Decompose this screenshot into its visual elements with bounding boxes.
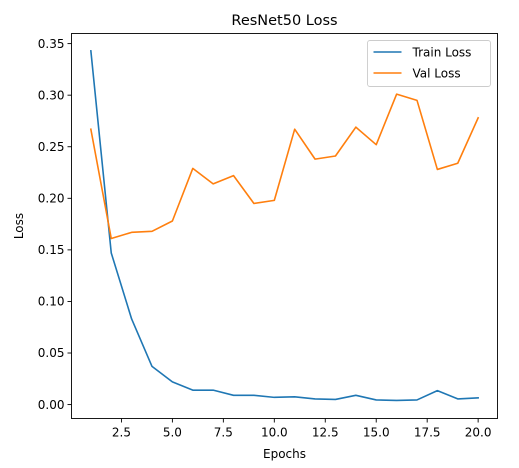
x-tick-label: 15.0: [363, 426, 390, 440]
y-tick-label: 0.30: [38, 88, 65, 102]
x-axis-label: Epochs: [263, 447, 306, 461]
x-tick-label: 10.0: [261, 426, 288, 440]
y-axis-label: Loss: [12, 213, 26, 239]
y-tick-label: 0.00: [38, 398, 65, 412]
series-line-1: [89, 93, 480, 240]
legend-label-0: Train Loss: [412, 45, 472, 59]
series-line-0: [89, 49, 479, 402]
y-tick-label: 0.35: [38, 37, 65, 51]
y-tick-label: 0.20: [38, 192, 65, 206]
y-axis-ticks: 0.00 0.05 0.10 0.15 0.20 0.25 0.30 0.35: [38, 37, 72, 412]
y-tick-label: 0.25: [38, 140, 65, 154]
plot-lines: [89, 49, 480, 402]
x-tick-label: 7.5: [214, 426, 233, 440]
y-tick-label: 0.15: [38, 243, 65, 257]
chart-title: ResNet50 Loss: [231, 13, 337, 29]
y-tick-label: 0.10: [38, 295, 65, 309]
legend-label-1: Val Loss: [413, 66, 461, 80]
x-tick-label: 5.0: [163, 426, 182, 440]
y-tick-label: 0.05: [38, 346, 65, 360]
x-tick-label: 20.0: [465, 426, 492, 440]
plot-frame: [71, 33, 498, 419]
x-axis-ticks: 2.5 5.0 7.5 10.0 12.5 15.0 17.5 20.0: [112, 418, 492, 440]
legend: Train Loss Val Loss: [367, 40, 491, 87]
x-tick-label: 2.5: [112, 426, 131, 440]
x-tick-label: 12.5: [312, 426, 339, 440]
x-tick-label: 17.5: [414, 426, 441, 440]
